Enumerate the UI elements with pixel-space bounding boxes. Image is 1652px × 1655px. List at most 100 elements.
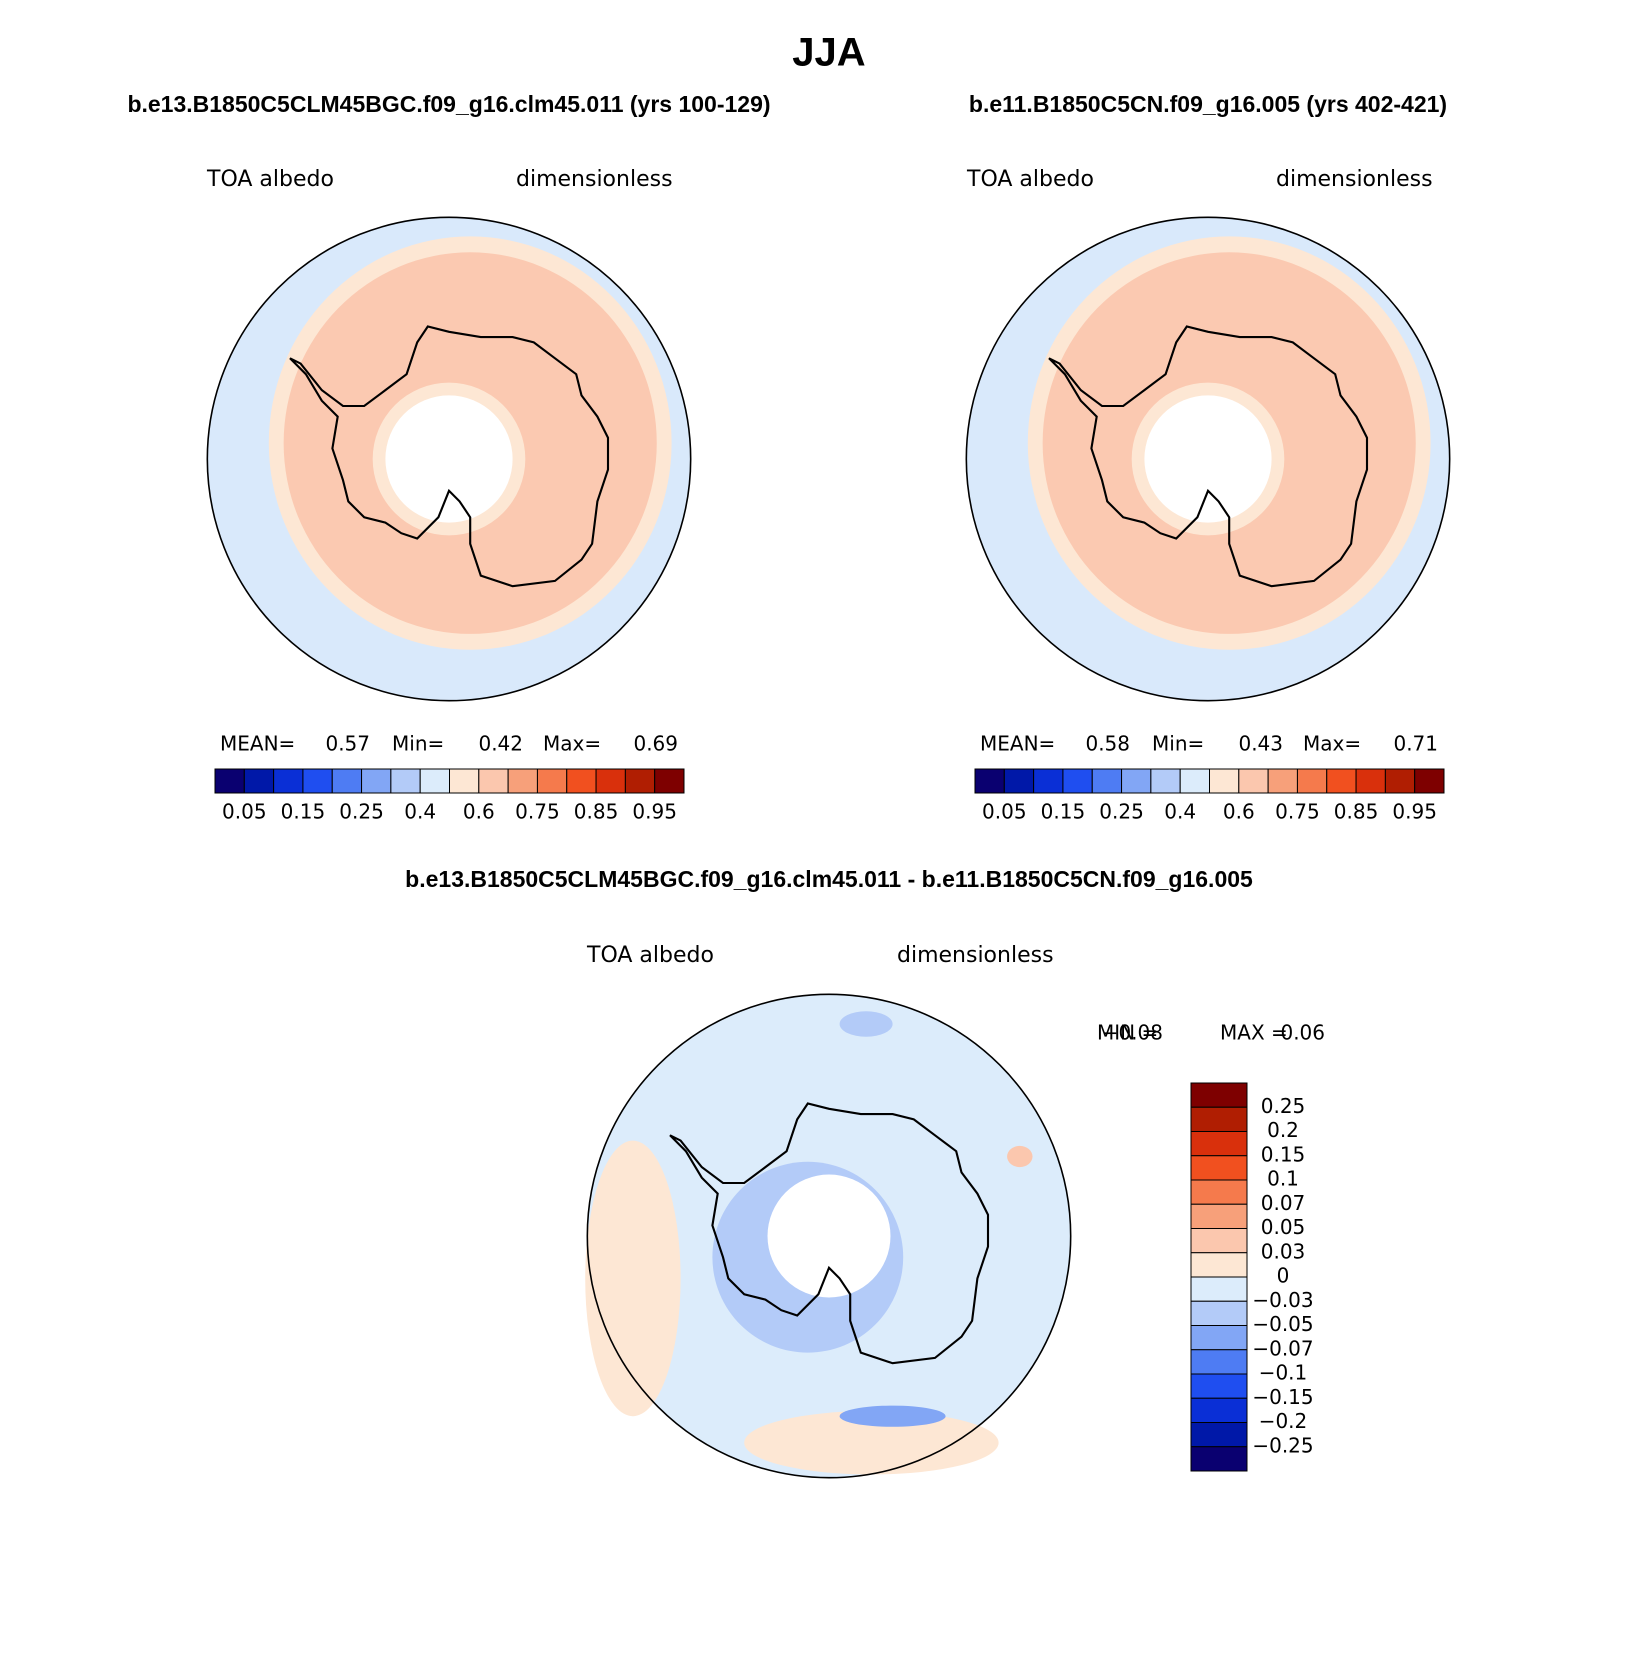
colorbar-swatch — [478, 768, 509, 794]
colorbar-label: 0.05 — [1261, 1215, 1306, 1239]
colorbar-swatch — [1033, 768, 1064, 794]
colorbar-label: 0.25 — [1261, 1094, 1306, 1118]
colorbar-label: 0.15 — [1041, 800, 1086, 824]
colorbar-label: −0.1 — [1259, 1361, 1308, 1385]
colorbar-label: 0.95 — [1392, 800, 1437, 824]
colorbar-swatch — [1190, 1373, 1248, 1399]
colorbar-swatch — [1190, 1082, 1248, 1108]
colorbar-swatch — [302, 768, 333, 794]
colorbar-swatch — [1190, 1422, 1248, 1448]
stat-text: Min= — [392, 732, 444, 756]
colorbar-label: 0.25 — [1099, 800, 1144, 824]
colorbar-label: 0.1 — [1267, 1167, 1299, 1191]
colorbar-swatch — [624, 768, 656, 794]
stat-text: MEAN= — [220, 732, 295, 756]
colorbar-label: 0.2 — [1267, 1118, 1299, 1142]
colorbar-label: 0.05 — [222, 800, 267, 824]
colorbar-swatch — [1384, 768, 1416, 794]
stat-text: −0.08 — [1102, 1021, 1163, 1045]
colorbar-swatch — [1326, 768, 1357, 794]
map — [966, 217, 1449, 700]
colorbar-swatch — [1003, 768, 1035, 794]
colorbar-label: −0.2 — [1259, 1409, 1308, 1433]
stat-text: 0.42 — [478, 732, 523, 756]
colorbar-swatch — [361, 768, 392, 794]
panel-title: b.e13.B1850C5CLM45BGC.f09_g16.clm45.011 … — [127, 91, 770, 117]
panel-title: b.e13.B1850C5CLM45BGC.f09_g16.clm45.011 … — [405, 866, 1253, 892]
colorbar-swatch — [390, 768, 421, 794]
colorbar-swatch — [1190, 1300, 1248, 1326]
colorbar-label: −0.25 — [1252, 1433, 1313, 1457]
colorbar-swatch — [419, 768, 450, 794]
colorbar-label: 0.75 — [515, 800, 560, 824]
colorbar-label: 0.25 — [339, 800, 384, 824]
stat-text: 0.58 — [1085, 732, 1130, 756]
colorbar-swatch — [1190, 1106, 1248, 1132]
colorbar-label: 0.85 — [1334, 800, 1379, 824]
colorbar-label: 0 — [1277, 1264, 1290, 1288]
colorbar-swatch — [1190, 1131, 1248, 1157]
colorbar-swatch — [654, 768, 685, 794]
stat-text: 0.69 — [633, 732, 678, 756]
colorbar-swatch — [1190, 1252, 1248, 1278]
stat-text: Max= — [1303, 732, 1361, 756]
stat-text: Max= — [543, 732, 601, 756]
colorbar-swatch — [243, 768, 275, 794]
colorbar-label: −0.07 — [1252, 1336, 1313, 1360]
stat-text: MEAN= — [980, 732, 1055, 756]
colorbar-swatch — [1190, 1446, 1248, 1472]
colorbar-swatch — [1190, 1179, 1248, 1205]
colorbar-label: 0.4 — [1164, 800, 1196, 824]
map — [207, 217, 690, 700]
colorbar-swatch — [1414, 768, 1445, 794]
colorbar-swatch — [1238, 768, 1269, 794]
colorbar-swatch — [1150, 768, 1181, 794]
colorbar-swatch — [1190, 1276, 1248, 1302]
panel-title: b.e11.B1850C5CN.f09_g16.005 (yrs 402-421… — [969, 91, 1447, 117]
colorbar-swatch — [1062, 768, 1093, 794]
colorbar-swatch — [214, 768, 245, 794]
colorbar-swatch — [449, 768, 480, 794]
colorbar-swatch — [1179, 768, 1210, 794]
figure-title: JJA — [792, 31, 865, 75]
colorbar-label: 0.05 — [982, 800, 1027, 824]
stat-text: MIN = — [1097, 1021, 1158, 1045]
colorbar-label: −0.05 — [1252, 1312, 1313, 1336]
colorbar-swatch — [1190, 1325, 1248, 1351]
units-label: dimensionless — [897, 943, 1054, 968]
colorbar-swatch — [566, 768, 597, 794]
colorbar-label: 0.75 — [1275, 800, 1320, 824]
colorbar-swatch — [595, 768, 626, 794]
colorbar-swatch — [1190, 1228, 1248, 1254]
colorbar-swatch — [1355, 768, 1386, 794]
stat-text: Min= — [1152, 732, 1204, 756]
colorbar-label: 0.15 — [1261, 1142, 1306, 1166]
map — [585, 994, 1070, 1477]
colorbar-label: 0.15 — [281, 800, 326, 824]
colorbar-swatch — [1267, 768, 1298, 794]
colorbar-swatch — [1190, 1155, 1248, 1181]
stat-text: 0.57 — [325, 732, 370, 756]
colorbar-swatch — [974, 768, 1005, 794]
stat-text: 0.43 — [1238, 732, 1283, 756]
units-label: dimensionless — [516, 167, 673, 192]
colorbar-label: 0.6 — [1223, 800, 1255, 824]
colorbar-swatch — [1190, 1203, 1248, 1229]
colorbar-label: 0.85 — [574, 800, 619, 824]
units-label: dimensionless — [1276, 167, 1433, 192]
colorbar-label: 0.6 — [463, 800, 495, 824]
colorbar-label: −0.15 — [1252, 1385, 1313, 1409]
colorbar-swatch — [1209, 768, 1240, 794]
colorbar-swatch — [1190, 1349, 1248, 1375]
colorbar-label: 0.4 — [404, 800, 436, 824]
variable-label: TOA albedo — [206, 167, 334, 192]
stat-text: MAX = — [1220, 1021, 1288, 1045]
colorbar-swatch — [1190, 1397, 1248, 1423]
colorbar-label: −0.03 — [1252, 1288, 1313, 1312]
colorbar-swatch — [273, 768, 304, 794]
colorbar-label: 0.95 — [632, 800, 677, 824]
variable-label: TOA albedo — [966, 167, 1094, 192]
colorbar-swatch — [507, 768, 538, 794]
variable-label: TOA albedo — [586, 943, 714, 968]
